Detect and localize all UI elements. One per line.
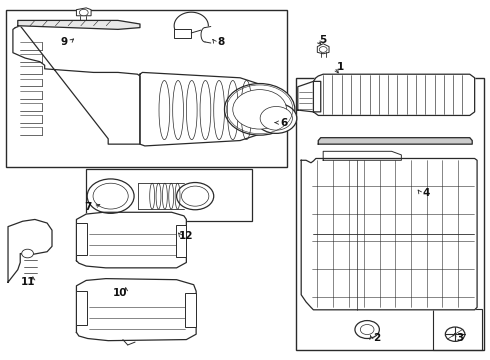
Bar [185,293,196,327]
Bar [5,10,287,167]
Polygon shape [323,151,401,160]
Text: 12: 12 [179,231,194,240]
Polygon shape [298,81,321,112]
Text: 5: 5 [319,35,327,45]
Text: 1: 1 [337,62,344,72]
Polygon shape [318,138,472,144]
Circle shape [445,327,465,341]
Text: 2: 2 [373,333,381,343]
Text: 7: 7 [84,202,91,212]
Polygon shape [314,74,475,116]
Polygon shape [76,279,196,341]
Circle shape [93,183,128,209]
Text: 6: 6 [280,118,288,128]
Bar [175,225,186,257]
Circle shape [360,324,374,334]
Polygon shape [140,72,262,146]
Circle shape [22,249,33,258]
Bar [86,169,252,221]
Circle shape [79,9,88,16]
Polygon shape [13,26,140,144]
Circle shape [260,107,293,130]
Text: 4: 4 [422,188,429,198]
Text: 11: 11 [20,277,35,287]
Polygon shape [301,158,477,310]
Circle shape [224,84,295,135]
Bar [174,29,191,38]
Text: 3: 3 [456,333,464,343]
Text: 8: 8 [217,37,224,47]
Circle shape [176,183,214,210]
Polygon shape [76,8,91,16]
Bar [296,78,485,350]
Polygon shape [318,44,329,54]
Polygon shape [18,21,140,30]
Circle shape [181,186,209,206]
Text: 9: 9 [61,37,68,47]
Text: 10: 10 [113,288,128,298]
Circle shape [355,320,379,338]
Polygon shape [8,220,52,282]
Circle shape [87,179,134,213]
Circle shape [233,90,287,129]
Circle shape [256,103,297,134]
Polygon shape [76,212,186,268]
Bar [433,309,482,350]
Bar [76,223,87,255]
Circle shape [319,46,327,52]
Bar [76,291,87,325]
